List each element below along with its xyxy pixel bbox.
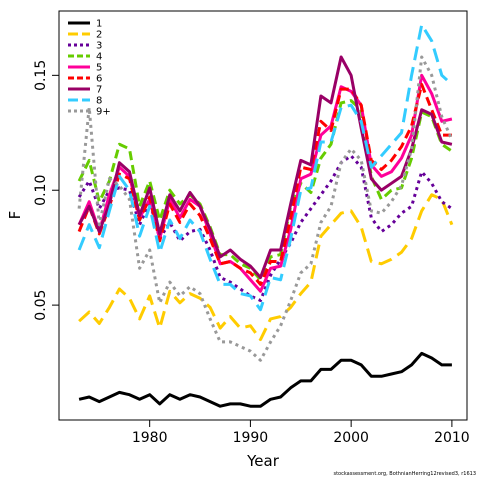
plot-frame — [58, 10, 468, 421]
legend-label-9+: 9+ — [96, 107, 111, 118]
legend-label-6: 6 — [96, 74, 102, 85]
legend-label-7: 7 — [96, 85, 102, 96]
x-tick-label: 2000 — [333, 430, 369, 446]
series-line-7 — [77, 55, 453, 279]
legend-label-3: 3 — [96, 41, 102, 52]
y-axis: 0.05 0.10 0.15 — [33, 60, 59, 321]
x-tick-label: 1990 — [233, 430, 269, 446]
legend-label-8: 8 — [96, 96, 102, 107]
legend-label-1: 1 — [96, 19, 102, 30]
series-line-8 — [77, 23, 453, 312]
y-tick-label: 0.05 — [33, 290, 49, 321]
x-tick-label: 1980 — [132, 430, 168, 446]
x-axis-label: Year — [246, 452, 280, 470]
series-layer — [77, 23, 454, 408]
x-tick-label: 2010 — [434, 430, 470, 446]
series-line-6 — [77, 83, 452, 286]
y-axis-label: F — [6, 211, 24, 220]
series-line-2 — [78, 193, 454, 342]
x-axis: 1980 1990 2000 2010 — [132, 419, 470, 446]
legend-label-2: 2 — [96, 30, 102, 41]
y-tick-label: 0.15 — [33, 60, 49, 91]
series-line-3 — [77, 154, 453, 302]
legend-label-4: 4 — [96, 52, 102, 63]
legend-label-5: 5 — [96, 63, 102, 74]
y-tick-label: 0.10 — [33, 175, 49, 206]
footer-note: stockassessment.org, BothnianHerring12re… — [333, 471, 476, 477]
series-line-9+ — [77, 55, 454, 362]
series-line-1 — [78, 351, 452, 408]
series-line-4 — [77, 99, 453, 282]
